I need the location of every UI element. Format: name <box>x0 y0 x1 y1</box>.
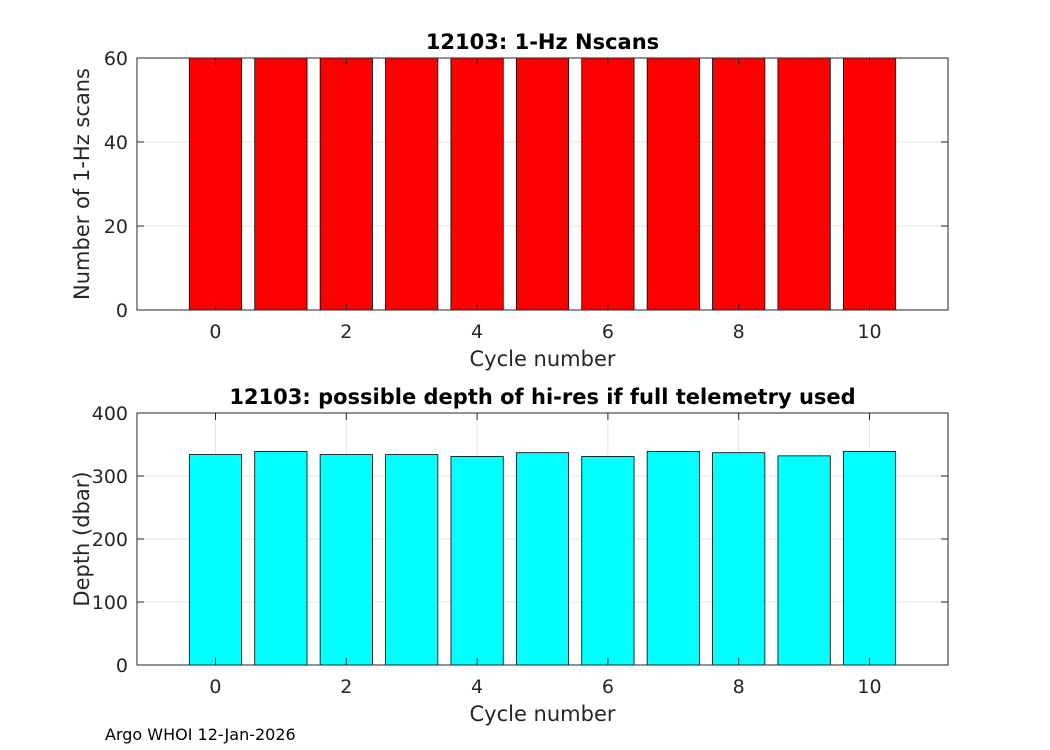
bar-cycle-5 <box>515 452 570 666</box>
bar-cycle-2 <box>319 57 373 311</box>
bar-cycle-8 <box>712 57 766 311</box>
bar-cycle-7 <box>646 57 700 311</box>
bar-cycle-10 <box>842 451 897 666</box>
y-axis-label: Depth (dbar) <box>70 471 94 606</box>
bar-cycle-9 <box>777 57 831 311</box>
y-tick-label: 300 <box>92 466 128 488</box>
y-tick-label: 200 <box>92 529 128 551</box>
y-tick-label: 60 <box>104 48 128 70</box>
x-tick-label: 8 <box>733 676 745 698</box>
axes-box <box>136 57 949 311</box>
bar-cycle-6 <box>581 57 635 311</box>
chart-1: 0 2 4 6 8 10 0 20 40 60 12103: 1-Hz Nscans Cycle nu… <box>70 30 949 371</box>
x-tick-label: 0 <box>209 676 221 698</box>
bar-cycle-10 <box>842 57 897 311</box>
bar-cycle-3 <box>385 57 439 311</box>
y-tick-label: 40 <box>104 132 128 154</box>
chart-title: 12103: possible depth of hi-res if full … <box>229 385 855 409</box>
bar-cycle-1 <box>254 57 308 311</box>
x-tick-label: 4 <box>471 676 483 698</box>
bar-cycle-9 <box>777 455 831 666</box>
x-tick-label: 0 <box>209 321 221 343</box>
x-tick-label: 6 <box>602 676 614 698</box>
x-tick-label: 6 <box>602 321 614 343</box>
bar-cycle-0 <box>188 454 243 666</box>
bar-cycle-7 <box>646 451 700 666</box>
bar-cycle-1 <box>254 451 308 666</box>
chart-title: 12103: 1-Hz Nscans <box>426 30 659 54</box>
bar-cycle-3 <box>385 454 439 666</box>
y-tick-label: 400 <box>92 403 128 425</box>
y-tick-label: 100 <box>92 592 128 614</box>
x-tick-label: 10 <box>857 676 881 698</box>
y-tick-label: 20 <box>104 216 128 238</box>
x-axis-label: Cycle number <box>469 702 615 726</box>
footer-text: Argo WHOI 12-Jan-2026 <box>105 725 296 744</box>
x-tick-label: 2 <box>340 676 352 698</box>
x-tick-label: 8 <box>733 321 745 343</box>
x-tick-label: 4 <box>471 321 483 343</box>
bar-cycle-4 <box>450 456 504 666</box>
x-axis-label: Cycle number <box>469 347 615 371</box>
y-axis-label: Number of 1-Hz scans <box>70 68 94 300</box>
bar-cycle-5 <box>515 57 570 311</box>
bar-cycle-4 <box>450 57 504 311</box>
x-tick-label: 2 <box>340 321 352 343</box>
y-tick-label: 0 <box>116 655 128 677</box>
bar-cycle-2 <box>319 454 373 666</box>
y-tick-label: 0 <box>116 300 128 322</box>
bar-cycle-8 <box>712 452 766 666</box>
bar-cycle-6 <box>581 456 635 666</box>
x-tick-label: 10 <box>857 321 881 343</box>
bar-cycle-0 <box>188 57 243 311</box>
